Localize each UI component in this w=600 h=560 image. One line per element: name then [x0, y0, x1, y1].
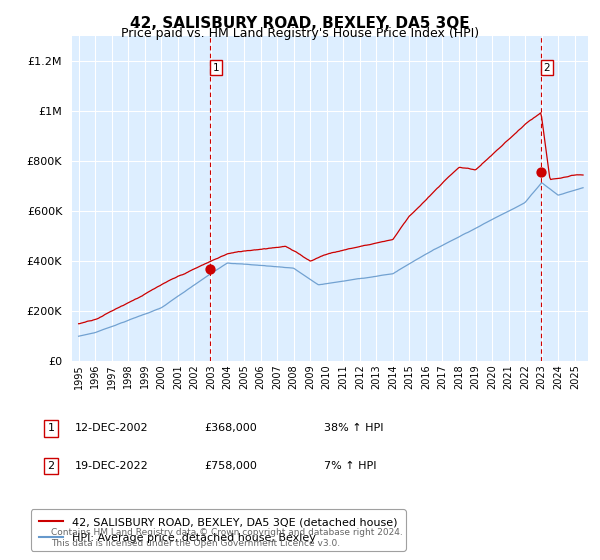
Point: [205, 265, 215, 274]
Text: 19-DEC-2022: 19-DEC-2022: [75, 461, 149, 471]
Legend: 42, SALISBURY ROAD, BEXLEY, DA5 3QE (detached house), HPI: Average price, detach: 42, SALISBURY ROAD, BEXLEY, DA5 3QE (det…: [31, 510, 406, 550]
Text: £368,000: £368,000: [204, 423, 257, 433]
Text: 2: 2: [47, 461, 55, 471]
Text: 2: 2: [544, 63, 550, 73]
Text: 1: 1: [213, 63, 220, 73]
Text: Price paid vs. HM Land Registry's House Price Index (HPI): Price paid vs. HM Land Registry's House …: [121, 27, 479, 40]
Text: 42, SALISBURY ROAD, BEXLEY, DA5 3QE: 42, SALISBURY ROAD, BEXLEY, DA5 3QE: [130, 16, 470, 31]
Text: 38% ↑ HPI: 38% ↑ HPI: [324, 423, 383, 433]
Text: 12-DEC-2002: 12-DEC-2002: [75, 423, 149, 433]
Text: Contains HM Land Registry data © Crown copyright and database right 2024.
This d: Contains HM Land Registry data © Crown c…: [51, 528, 403, 548]
Text: £758,000: £758,000: [204, 461, 257, 471]
Text: 1: 1: [47, 423, 55, 433]
Point: [536, 167, 546, 176]
Text: 7% ↑ HPI: 7% ↑ HPI: [324, 461, 377, 471]
